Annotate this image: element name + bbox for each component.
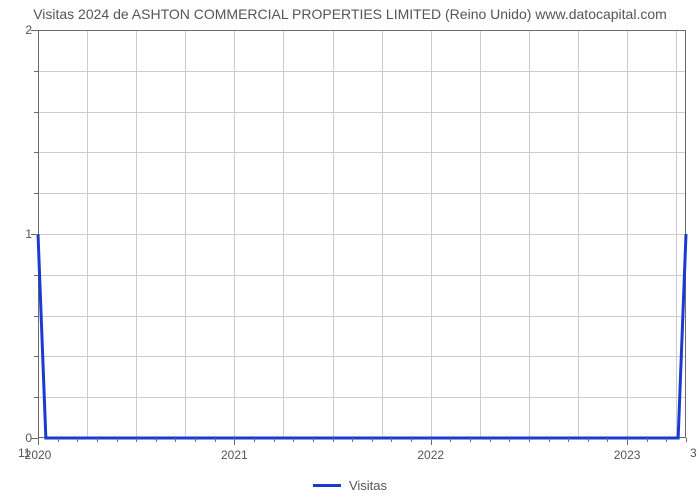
y-minor-tick	[31, 438, 38, 439]
x-minor-tick	[58, 438, 59, 442]
y-minor-tick	[34, 275, 38, 276]
x-minor-tick	[215, 438, 216, 442]
series-layer	[38, 30, 686, 438]
series-line	[38, 234, 686, 438]
x-minor-tick	[117, 438, 118, 442]
x-minor-tick	[450, 438, 451, 442]
x-minor-tick	[470, 438, 471, 442]
x-minor-tick	[568, 438, 569, 442]
x-tick-label: 2021	[221, 448, 248, 462]
x-minor-tick	[156, 438, 157, 442]
y-minor-tick	[31, 30, 38, 31]
x-minor-tick	[647, 438, 648, 442]
y-tick-label: 0	[16, 431, 32, 445]
x-minor-tick	[529, 438, 530, 442]
x-minor-tick	[274, 438, 275, 442]
x-tick-label: 2023	[614, 448, 641, 462]
y-minor-tick	[34, 397, 38, 398]
x-minor-tick	[254, 438, 255, 442]
y-minor-tick	[34, 152, 38, 153]
y-minor-tick	[31, 234, 38, 235]
x-minor-tick	[313, 438, 314, 442]
x-minor-tick	[97, 438, 98, 442]
y-tick-label: 2	[16, 23, 32, 37]
y-minor-tick	[34, 71, 38, 72]
x-minor-tick	[686, 438, 687, 442]
y-minor-tick	[34, 193, 38, 194]
x-minor-tick	[549, 438, 550, 442]
x-tick-label: 2022	[417, 448, 444, 462]
x-minor-tick	[175, 438, 176, 442]
x-minor-tick	[234, 438, 235, 445]
x-minor-tick	[666, 438, 667, 442]
x-minor-tick	[77, 438, 78, 442]
plot-area	[38, 30, 686, 438]
x-tick-label: 2020	[25, 448, 52, 462]
x-minor-tick	[391, 438, 392, 442]
y-minor-tick	[34, 316, 38, 317]
y-minor-tick	[34, 112, 38, 113]
x-minor-tick	[588, 438, 589, 442]
x-minor-tick	[509, 438, 510, 442]
x-minor-tick	[352, 438, 353, 442]
x-minor-tick	[293, 438, 294, 442]
y-minor-tick	[34, 356, 38, 357]
x-minor-tick	[136, 438, 137, 442]
x-minor-tick	[195, 438, 196, 442]
chart-container: { "chart": { "type": "line", "title": "V…	[0, 0, 700, 500]
legend: Visitas	[0, 478, 700, 493]
x-minor-tick	[627, 438, 628, 445]
annotation-bottom-right: 3	[690, 446, 697, 460]
x-minor-tick	[490, 438, 491, 442]
legend-label: Visitas	[349, 478, 387, 493]
x-minor-tick	[607, 438, 608, 442]
legend-swatch	[313, 484, 341, 487]
x-minor-tick	[38, 438, 39, 445]
x-minor-tick	[333, 438, 334, 442]
x-minor-tick	[372, 438, 373, 442]
y-tick-label: 1	[16, 227, 32, 241]
x-minor-tick	[411, 438, 412, 442]
x-minor-tick	[431, 438, 432, 445]
chart-title: Visitas 2024 de ASHTON COMMERCIAL PROPER…	[0, 6, 700, 22]
